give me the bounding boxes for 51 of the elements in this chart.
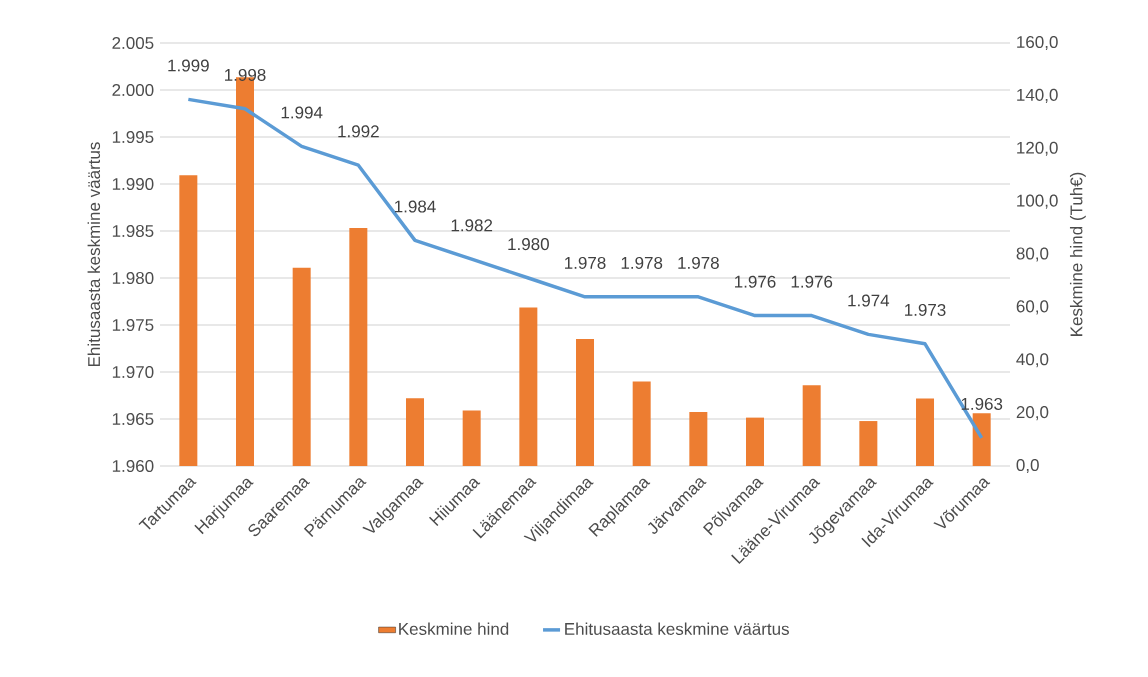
y-tick-label: 1.995 — [112, 130, 154, 144]
bar — [746, 417, 765, 466]
data-label: 1.982 — [451, 219, 493, 232]
y2-tick-label: 40,0 — [1016, 353, 1049, 368]
y2-tick-label: 120,0 — [1017, 141, 1058, 156]
y-tick-label: 1.960 — [112, 459, 154, 473]
y-tick-label: 1.970 — [112, 365, 154, 379]
data-label: 1.998 — [225, 68, 266, 81]
y-tick-label: 1.990 — [112, 177, 154, 191]
bar — [916, 398, 935, 466]
bar — [632, 381, 651, 466]
data-label: 1.994 — [281, 106, 323, 119]
bar — [689, 412, 708, 466]
bar — [859, 421, 878, 466]
y-tick-label: 1.980 — [112, 271, 154, 285]
data-label: 1.978 — [565, 256, 606, 269]
bar — [802, 385, 821, 466]
bar — [406, 398, 424, 466]
data-label: 1.984 — [395, 200, 436, 213]
data-label: 1.976 — [791, 275, 833, 288]
data-label: 1.976 — [735, 275, 776, 288]
bar — [519, 307, 538, 466]
y-tick-label: 1.965 — [112, 412, 154, 426]
bar — [292, 267, 311, 466]
data-label: 1.999 — [168, 59, 209, 72]
y2-tick-label: 0,0 — [1016, 458, 1039, 474]
bar — [576, 339, 595, 466]
y2-tick-label: 100,0 — [1017, 194, 1058, 209]
y2-tick-label: 60,0 — [1016, 300, 1049, 315]
bar — [972, 413, 991, 466]
y2-tick-label: 140,0 — [1017, 88, 1058, 103]
data-label: 1.978 — [621, 256, 663, 269]
bar — [349, 228, 368, 466]
data-label: 1.973 — [905, 303, 946, 316]
y2-tick-label: 160,0 — [1017, 35, 1058, 51]
y2-axis-title: Keskmine hind (Tuh€) — [1069, 172, 1086, 336]
legend-label: Keskmine hind — [399, 622, 509, 635]
y-tick-label: 2.005 — [112, 36, 154, 50]
y2-tick-label: 20,0 — [1016, 406, 1049, 421]
data-label: 1.974 — [848, 294, 890, 307]
y-tick-label: 1.975 — [112, 318, 154, 332]
bar — [462, 410, 481, 466]
y-axis-title: Ehitusaasta keskmine väärtus — [87, 142, 101, 367]
data-label: 1.992 — [338, 125, 379, 138]
y-tick-label: 2.000 — [112, 83, 154, 97]
y2-tick-label: 80,0 — [1016, 247, 1049, 262]
data-label: 1.980 — [508, 238, 549, 251]
y-tick-label: 1.985 — [112, 224, 154, 238]
data-label: 1.978 — [678, 256, 719, 269]
legend-label: Ehitusaasta keskmine väärtus — [565, 622, 789, 635]
bar — [179, 175, 198, 466]
